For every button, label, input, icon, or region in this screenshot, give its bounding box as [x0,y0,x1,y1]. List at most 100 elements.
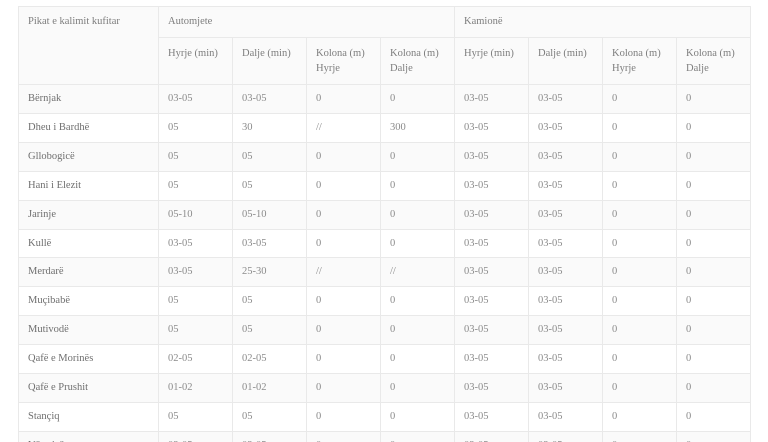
table-row: Hani i Elezit 05 05 0 0 03-05 03-05 0 0 [18,170,752,201]
cell-border-crossing-point: Bërnjak [18,84,159,115]
header-line-primary: Dalje (min) [242,47,291,59]
cell-kamione-dalje: 03-05 [528,372,604,403]
cell-automjete-dalje: 05-10 [232,199,307,230]
cell-kamione-kolona-hyrje: 0 [602,170,678,201]
cell-kamione-hyrje: 03-05 [454,228,530,259]
cell-kamione-hyrje: 03-05 [454,84,530,115]
cell-kamione-kolona-dalje: 0 [676,142,752,172]
cell-kamione-hyrje: 03-05 [454,401,530,432]
cell-kamione-dalje: 03-05 [528,286,604,317]
cell-automjete-dalje: 05 [232,170,307,201]
cell-automjete-hyrje: 05 [158,401,233,432]
header-line-primary: Hyrje (min) [168,47,218,59]
column-header-automjete-kolona-hyrje: Kolona (m) Hyrje [306,36,381,86]
cell-kamione-kolona-hyrje: 0 [602,344,678,374]
cell-automjete-kolona-hyrje: 0 [306,372,381,403]
cell-kamione-dalje: 03-05 [528,430,604,442]
cell-automjete-kolona-hyrje: 0 [306,228,381,259]
cell-automjete-hyrje: 05-10 [158,199,233,230]
cell-kamione-kolona-hyrje: 0 [602,286,678,317]
cell-kamione-dalje: 03-05 [528,170,604,201]
cell-automjete-kolona-dalje: 0 [379,142,456,172]
header-line-primary: Kolona (m) [316,47,365,59]
cell-kamione-dalje: 03-05 [528,199,604,230]
header-line-secondary: Hyrje [316,63,340,75]
cell-automjete-hyrje: 03-05 [158,228,233,259]
cell-automjete-dalje: 03-05 [232,430,307,442]
header-line-primary: Kolona (m) [390,47,439,59]
cell-border-crossing-point: Merdarë [18,257,159,288]
cell-automjete-kolona-hyrje: // [306,257,381,288]
cell-kamione-kolona-hyrje: 0 [602,315,678,346]
cell-kamione-dalje: 03-05 [528,315,604,346]
table-row: Merdarë 03-05 25-30////03-05 03-05 0 0 [18,257,752,288]
cell-automjete-hyrje: 05 [158,113,233,144]
header-line-primary: Hyrje (min) [464,47,514,59]
cell-automjete-kolona-dalje: 0 [379,84,456,115]
cell-automjete-kolona-hyrje: 0 [306,344,381,374]
cell-kamione-kolona-hyrje: 0 [602,84,678,115]
cell-border-crossing-point: Muçibabë [18,286,159,317]
cell-automjete-kolona-dalje: 0 [379,228,456,259]
cell-kamione-hyrje: 03-05 [454,430,530,442]
cell-border-crossing-point: Gllobogicë [18,142,159,172]
cell-automjete-hyrje: 03-05 [158,430,233,442]
cell-kamione-hyrje: 03-05 [454,199,530,230]
cell-automjete-kolona-hyrje: 0 [306,84,381,115]
cell-automjete-hyrje: 01-02 [158,372,233,403]
cell-kamione-kolona-hyrje: 0 [602,199,678,230]
table-row: Mutivodë 05 05 0 0 03-05 03-05 0 0 [18,315,752,346]
cell-kamione-hyrje: 03-05 [454,170,530,201]
cell-automjete-kolona-hyrje: 0 [306,286,381,317]
cell-border-crossing-point: Stançiq [18,401,159,432]
cell-kamione-dalje: 03-05 [528,228,604,259]
cell-automjete-dalje: 05 [232,315,307,346]
cell-border-crossing-point: Vërmicë [18,430,159,442]
cell-automjete-hyrje: 03-05 [158,84,233,115]
header-line-primary: Kolona (m) [612,47,661,59]
cell-automjete-kolona-dalje: 0 [379,401,456,432]
cell-kamione-hyrje: 03-05 [454,257,530,288]
cell-automjete-dalje: 02-05 [232,344,307,374]
column-header-automjete-kolona-dalje: Kolona (m) Dalje [379,36,456,86]
cell-kamione-kolona-dalje: 0 [676,372,752,403]
cell-automjete-dalje: 03-05 [232,228,307,259]
cell-kamione-kolona-hyrje: 0 [602,142,678,172]
cell-automjete-kolona-hyrje: 0 [306,170,381,201]
cell-kamione-hyrje: 03-05 [454,372,530,403]
cell-automjete-kolona-hyrje: 0 [306,315,381,346]
table-row: Qafë e Morinës 02-05 02-05 0 0 03-05 03-05 0 0 [18,344,752,374]
cell-automjete-kolona-dalje: 0 [379,430,456,442]
table-row: Jarinje 05-10 05-10 0 0 03-05 03-05 0 0 [18,199,752,230]
cell-automjete-kolona-hyrje: // [306,113,381,144]
cell-kamione-kolona-dalje: 0 [676,228,752,259]
header-line-secondary: Dalje [686,63,709,75]
cell-automjete-kolona-dalje: 0 [379,372,456,403]
cell-kamione-hyrje: 03-05 [454,286,530,317]
cell-kamione-dalje: 03-05 [528,344,604,374]
column-header-kamione-kolona-dalje: Kolona (m) Dalje [676,36,752,86]
table-row: Kullë 03-05 03-05 0 0 03-05 03-05 0 0 [18,228,752,259]
cell-kamione-kolona-hyrje: 0 [602,113,678,144]
header-line-primary: Dalje (min) [538,47,587,59]
cell-automjete-dalje: 25-30 [232,257,307,288]
cell-automjete-kolona-dalje: // [379,257,456,288]
cell-kamione-dalje: 03-05 [528,401,604,432]
cell-border-crossing-point: Jarinje [18,199,159,230]
cell-automjete-dalje: 05 [232,142,307,172]
table-header: Pikat e kalimit kufitar Automjete Kamion… [18,5,752,86]
cell-automjete-hyrje: 03-05 [158,257,233,288]
cell-kamione-hyrje: 03-05 [454,315,530,346]
header-line-primary: Kolona (m) [686,47,735,59]
table-row: Bërnjak 03-05 03-05 0 0 03-05 03-05 0 0 [18,84,752,115]
cell-automjete-hyrje: 05 [158,286,233,317]
cell-automjete-kolona-dalje: 300 [379,113,456,144]
cell-kamione-hyrje: 03-05 [454,113,530,144]
column-header-border-crossing-point: Pikat e kalimit kufitar [18,5,159,86]
cell-kamione-kolona-dalje: 0 [676,430,752,442]
table-row: Dheu i Bardhë 05 30//300 03-05 03-05 0 0 [18,113,752,144]
cell-kamione-kolona-hyrje: 0 [602,430,678,442]
cell-automjete-dalje: 05 [232,401,307,432]
cell-border-crossing-point: Dheu i Bardhë [18,113,159,144]
column-header-automjete-dalje: Dalje (min) [232,36,307,86]
